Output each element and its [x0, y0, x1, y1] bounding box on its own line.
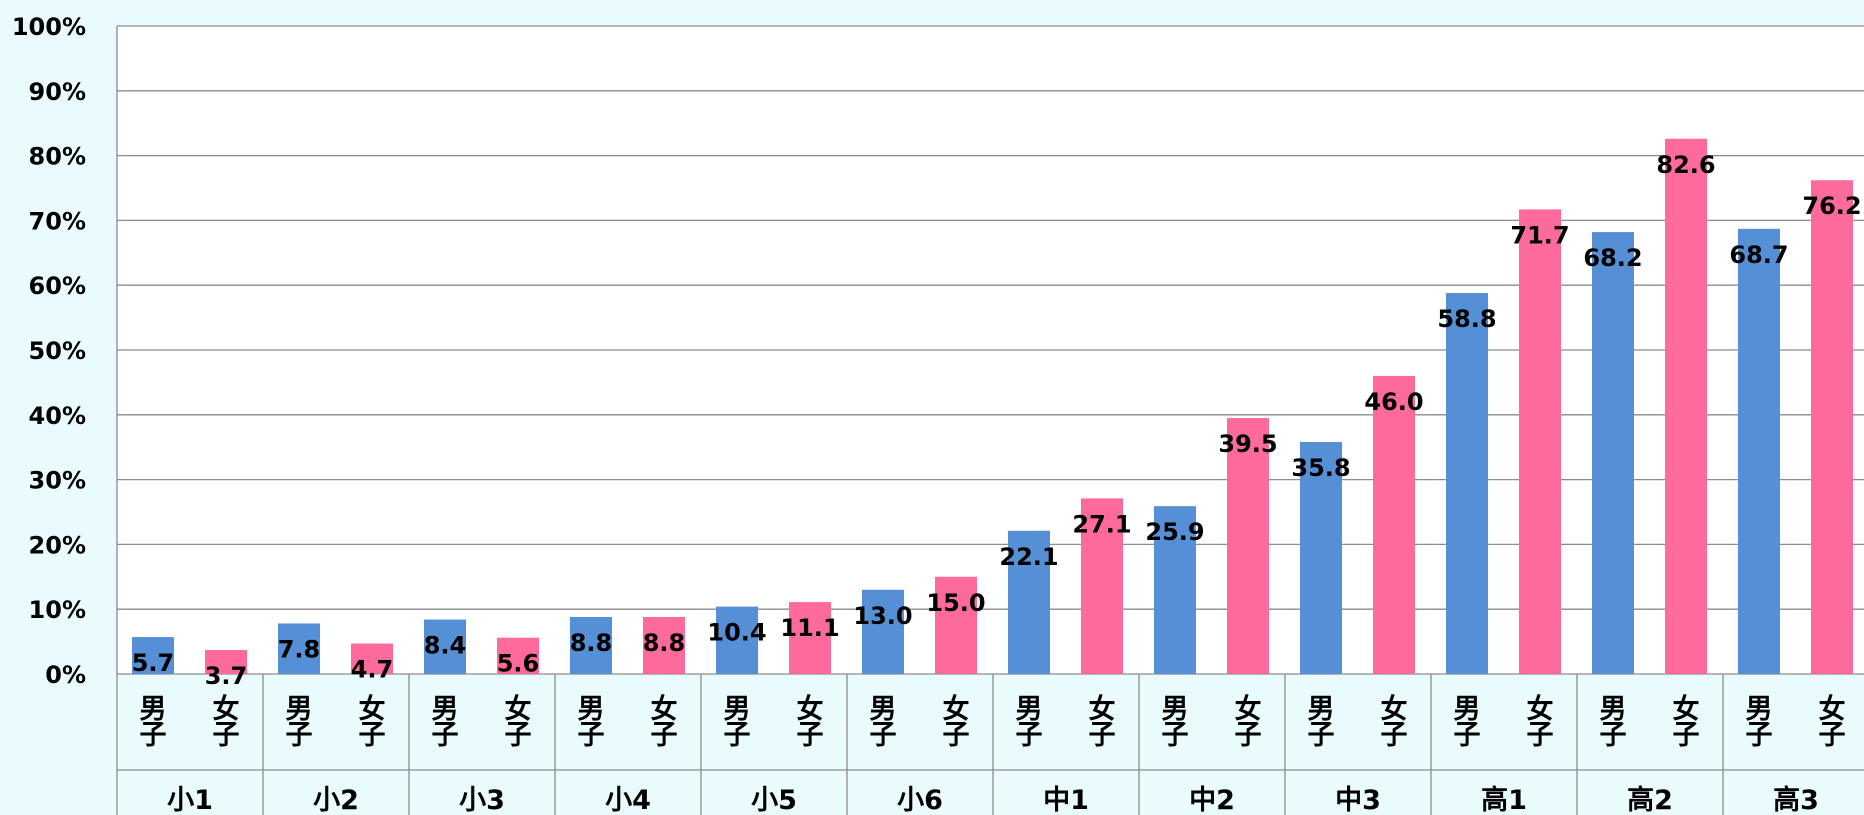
y-tick-label: 0%	[45, 661, 86, 689]
data-label: 22.1	[999, 543, 1058, 571]
x-group-label: 小3	[459, 785, 505, 815]
x-category-label: 女子	[651, 693, 678, 751]
x-category-label: 男子	[432, 694, 459, 751]
x-category-label: 男子	[1016, 694, 1043, 751]
x-group-label: 高2	[1627, 784, 1673, 815]
y-tick-label: 30%	[29, 467, 86, 495]
x-group-label: 中2	[1189, 785, 1235, 815]
data-label: 3.7	[205, 662, 248, 690]
x-axis: 男子女子小1男子女子小2男子女子小3男子女子小4男子女子小5男子女子小6男子女子…	[117, 674, 1864, 815]
y-tick-label: 100%	[12, 13, 86, 41]
y-tick-label: 70%	[29, 207, 86, 235]
x-category-label: 女子	[1527, 693, 1554, 751]
y-tick-label: 80%	[29, 143, 86, 171]
bar	[1811, 180, 1853, 674]
x-category-label: 女子	[1235, 693, 1262, 751]
x-group-label: 中1	[1043, 785, 1089, 815]
bar	[1519, 209, 1561, 674]
data-label: 11.1	[780, 614, 839, 642]
data-label: 27.1	[1072, 510, 1131, 538]
x-group-label: 小4	[605, 785, 651, 815]
x-category-label: 男子	[1308, 694, 1335, 751]
data-label: 7.8	[278, 635, 321, 663]
y-tick-label: 20%	[29, 531, 86, 559]
bar	[1373, 376, 1415, 674]
x-category-label: 女子	[797, 693, 824, 751]
x-category-label: 男子	[286, 694, 313, 751]
y-tick-label: 90%	[29, 78, 86, 106]
x-category-label: 女子	[1819, 693, 1846, 751]
x-category-label: 女子	[1089, 693, 1116, 751]
x-category-label: 女子	[943, 693, 970, 751]
x-group-label: 小6	[897, 785, 943, 815]
data-label: 68.7	[1729, 241, 1788, 269]
data-label: 25.9	[1145, 518, 1204, 546]
data-label: 39.5	[1218, 430, 1277, 458]
data-label: 15.0	[926, 589, 985, 617]
data-label: 8.8	[570, 629, 613, 657]
bar	[1446, 293, 1488, 674]
data-label: 35.8	[1291, 454, 1350, 482]
data-label: 71.7	[1510, 221, 1569, 249]
x-group-label: 中3	[1335, 785, 1381, 815]
data-label: 68.2	[1583, 244, 1642, 272]
y-axis-tick-labels: 0% 10% 20% 30% 40% 50% 60% 70% 80% 90% 100%	[12, 13, 86, 689]
x-group-label: 小5	[751, 785, 797, 815]
x-category-label: 男子	[870, 694, 897, 751]
x-category-label: 男子	[1746, 694, 1773, 751]
data-label: 76.2	[1802, 192, 1861, 220]
x-category-label: 男子	[140, 694, 167, 751]
y-tick-label: 40%	[29, 402, 86, 430]
x-group-label: 高1	[1481, 784, 1527, 815]
data-label: 5.7	[132, 649, 175, 677]
y-tick-label: 60%	[29, 272, 86, 300]
x-group-label: 小1	[167, 785, 213, 815]
data-label: 8.4	[424, 632, 467, 660]
data-label: 46.0	[1364, 388, 1423, 416]
bar	[1738, 229, 1780, 674]
data-label: 8.8	[643, 629, 686, 657]
bar	[1665, 139, 1707, 674]
x-category-label: 女子	[1381, 693, 1408, 751]
x-category-label: 男子	[578, 694, 605, 751]
data-label: 82.6	[1656, 151, 1715, 179]
x-category-label: 男子	[1600, 694, 1627, 751]
x-group-label: 高3	[1773, 784, 1819, 815]
bar	[1592, 232, 1634, 674]
x-category-label: 女子	[359, 693, 386, 751]
x-category-label: 男子	[1454, 694, 1481, 751]
data-label: 4.7	[351, 656, 394, 684]
x-category-label: 男子	[1162, 694, 1189, 751]
data-label: 5.6	[497, 650, 540, 678]
data-label: 58.8	[1437, 305, 1496, 333]
data-label: 10.4	[707, 619, 766, 647]
x-category-label: 女子	[1673, 693, 1700, 751]
y-tick-label: 10%	[29, 596, 86, 624]
x-category-label: 男子	[724, 694, 751, 751]
x-category-label: 女子	[505, 693, 532, 751]
y-tick-label: 50%	[29, 337, 86, 365]
x-group-label: 小2	[313, 785, 359, 815]
x-category-label: 女子	[213, 693, 240, 751]
data-label: 13.0	[853, 602, 912, 630]
